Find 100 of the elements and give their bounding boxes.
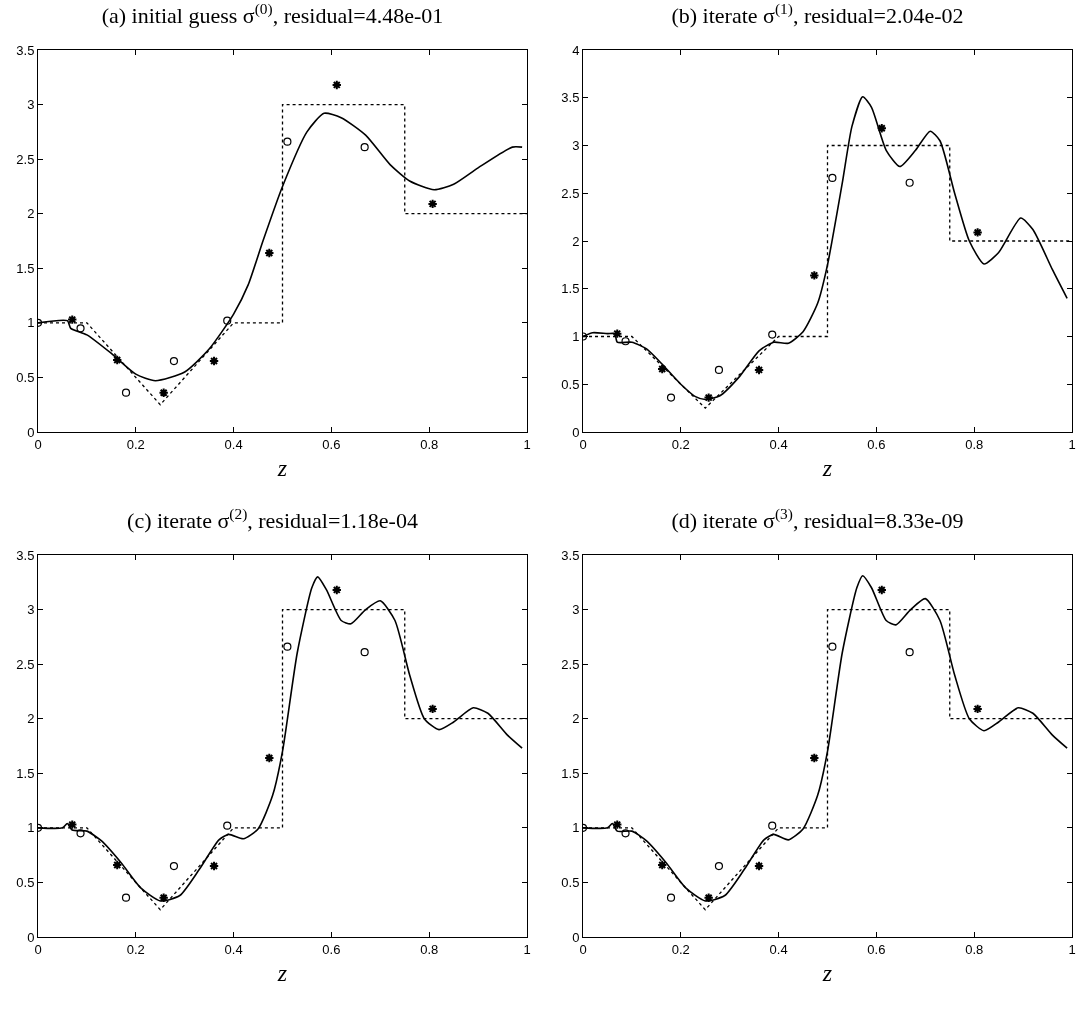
y-tick-label: 2 xyxy=(27,206,35,222)
x-tick-label: 0.8 xyxy=(420,941,439,957)
point xyxy=(331,79,342,91)
point xyxy=(828,642,837,651)
y-tick-label: 3 xyxy=(572,138,580,154)
y-tick-label: 3 xyxy=(27,602,35,618)
x-tick-label: 0.6 xyxy=(322,436,341,452)
point xyxy=(331,584,342,596)
y-tick-label: 2 xyxy=(27,711,35,727)
y-tick-label: 2.5 xyxy=(561,656,580,672)
point xyxy=(809,270,820,281)
x-tick-label: 0.8 xyxy=(420,436,439,452)
y-tick-label: 1 xyxy=(27,820,35,836)
y-tick-label: 2.5 xyxy=(16,656,35,672)
x-tick-label: 1 xyxy=(1068,941,1076,957)
point xyxy=(121,893,131,902)
point xyxy=(703,892,714,903)
chart-title: (b) iterate σ$^{(1)}$, residual=2.04e-02 xyxy=(671,0,964,28)
y-tick-label: 3.5 xyxy=(561,547,580,563)
point xyxy=(753,364,765,376)
x-tick-label: 0.6 xyxy=(322,941,341,957)
point xyxy=(264,247,275,259)
x-tick-label: 1 xyxy=(523,941,531,957)
x-axis-title: z xyxy=(276,454,288,481)
point xyxy=(876,123,887,134)
x-tick-label: 0.2 xyxy=(126,941,145,957)
y-tick-label: 3.5 xyxy=(16,42,35,58)
point xyxy=(666,393,676,402)
x-tick-label: 0.4 xyxy=(224,436,243,452)
x-tick-label: 0.2 xyxy=(671,436,690,452)
point xyxy=(714,365,724,375)
point xyxy=(208,355,220,367)
point xyxy=(169,356,179,366)
point xyxy=(360,648,369,657)
point xyxy=(112,354,123,366)
point xyxy=(768,821,777,830)
x-tick-label: 1 xyxy=(1068,436,1076,452)
x-axis-title: z xyxy=(821,454,833,481)
y-tick-label: 1.5 xyxy=(16,765,35,781)
x-tick-label: 0.4 xyxy=(769,436,788,452)
x-tick-label: 0.8 xyxy=(965,436,984,452)
point xyxy=(621,337,630,346)
point xyxy=(828,173,837,183)
y-tick-label: 2.5 xyxy=(16,151,35,167)
point xyxy=(208,860,220,872)
point xyxy=(876,584,887,596)
point xyxy=(905,648,914,657)
point xyxy=(621,829,630,838)
y-tick-label: 0.5 xyxy=(561,874,580,890)
y-tick-label: 0.5 xyxy=(16,369,35,385)
point xyxy=(283,642,292,651)
x-tick-label: 0.2 xyxy=(671,941,690,957)
y-tick-label: 3.5 xyxy=(16,547,35,563)
x-tick-label: 0.6 xyxy=(867,436,886,452)
x-tick-label: 0.2 xyxy=(126,436,145,452)
point xyxy=(657,859,668,871)
chart-title: (c) iterate σ$^{(2)}$, residual=1.18e-04 xyxy=(127,504,418,533)
y-tick-label: 1.5 xyxy=(561,765,580,781)
point xyxy=(169,861,179,871)
y-tick-label: 1 xyxy=(27,315,35,331)
point xyxy=(76,829,85,838)
point xyxy=(666,893,676,902)
y-tick-label: 0 xyxy=(572,929,580,945)
point xyxy=(158,387,169,398)
point xyxy=(158,892,169,903)
y-tick-label: 2 xyxy=(572,233,580,249)
point xyxy=(753,860,765,872)
point xyxy=(809,752,820,764)
y-tick-label: 2 xyxy=(572,711,580,727)
y-tick-label: 0 xyxy=(27,424,35,440)
point xyxy=(283,137,292,146)
y-tick-label: 1.5 xyxy=(16,260,35,276)
point xyxy=(612,819,623,830)
point xyxy=(972,227,983,238)
point xyxy=(67,314,78,325)
y-tick-label: 4 xyxy=(572,42,580,58)
point xyxy=(612,328,623,339)
x-tick-label: 1 xyxy=(523,436,531,452)
point xyxy=(905,178,914,187)
x-tick-label: 0.6 xyxy=(867,941,886,957)
y-tick-label: 2.5 xyxy=(561,185,580,201)
y-tick-label: 0.5 xyxy=(16,874,35,890)
point xyxy=(112,859,123,871)
y-tick-label: 3 xyxy=(572,602,580,618)
y-tick-label: 1 xyxy=(572,820,580,836)
point xyxy=(714,861,724,871)
x-tick-label: 0.4 xyxy=(769,941,788,957)
chart-title: (d) iterate σ$^{(3)}$, residual=8.33e-09 xyxy=(671,504,964,533)
point xyxy=(67,819,78,830)
point xyxy=(121,388,131,397)
y-tick-label: 1.5 xyxy=(561,281,580,297)
point xyxy=(768,330,777,339)
point xyxy=(223,316,232,325)
point xyxy=(76,324,85,333)
y-tick-label: 3.5 xyxy=(561,90,580,106)
point xyxy=(264,752,275,764)
y-tick-label: 0 xyxy=(27,929,35,945)
x-tick-label: 0.8 xyxy=(965,941,984,957)
y-tick-label: 0 xyxy=(572,424,580,440)
x-tick-label: 0.4 xyxy=(224,941,243,957)
